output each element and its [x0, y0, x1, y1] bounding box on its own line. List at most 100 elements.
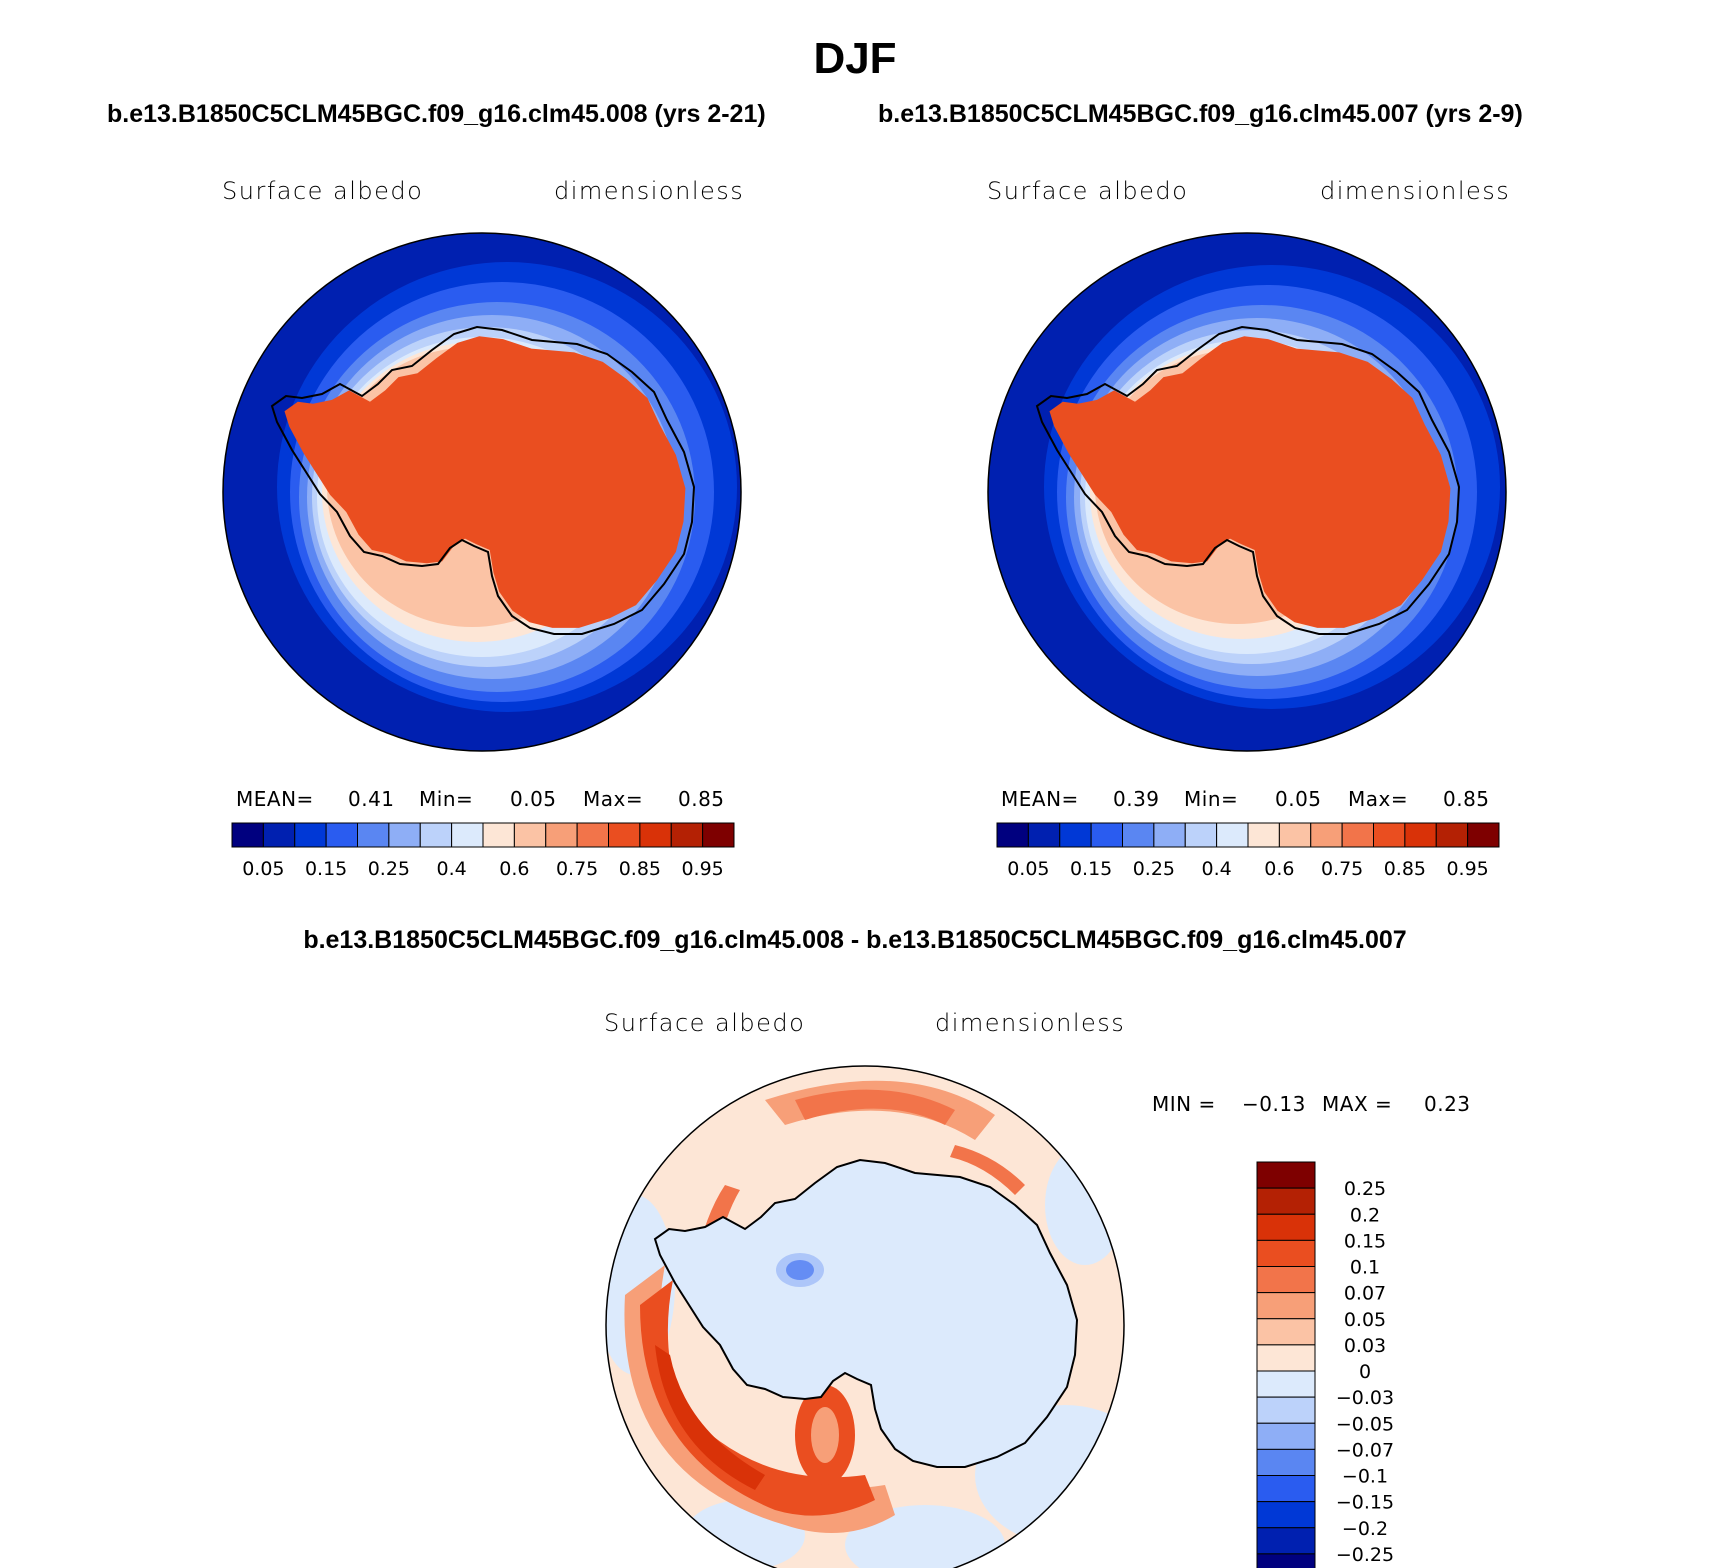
colorbar-tick-label: −0.05 — [1336, 1413, 1394, 1435]
diff-min-value: −0.13 — [1242, 1092, 1306, 1116]
colorbar-swatch — [1122, 822, 1155, 848]
colorbar-swatch — [1059, 822, 1092, 848]
colorbar-tick-label: 0.25 — [1344, 1178, 1386, 1200]
colorbar-swatch — [1256, 1239, 1316, 1267]
colorbar-tick-label: −0.03 — [1336, 1387, 1394, 1409]
left-mean-value: 0.41 — [348, 787, 395, 811]
colorbar-swatch — [231, 822, 264, 848]
colorbar-swatch — [576, 822, 609, 848]
colorbar-swatch — [1256, 1266, 1316, 1294]
right-max-value: 0.85 — [1443, 787, 1490, 811]
colorbar-tick-label: −0.07 — [1336, 1439, 1394, 1461]
left-max-value: 0.85 — [678, 787, 725, 811]
diff-map — [605, 1065, 1125, 1568]
left-mean-label: MEAN= — [236, 787, 314, 811]
colorbar-swatch — [1256, 1501, 1316, 1529]
diff-units-label: dimensionless — [935, 1009, 1126, 1037]
left-min-value: 0.05 — [510, 787, 557, 811]
colorbar-swatch — [1247, 822, 1280, 848]
colorbar-swatch — [419, 822, 453, 848]
colorbar-swatch — [482, 822, 515, 848]
right-map — [987, 232, 1507, 752]
right-min-value: 0.05 — [1275, 787, 1322, 811]
colorbar-swatch — [1467, 822, 1500, 848]
left-case-title: b.e13.B1850C5CLM45BGC.f09_g16.clm45.008 … — [107, 100, 766, 128]
colorbar-swatch — [1256, 1370, 1316, 1398]
colorbar-tick-label: 0.75 — [1321, 858, 1363, 880]
left-max-label: Max= — [583, 787, 644, 811]
colorbar-swatch — [1256, 1161, 1316, 1189]
colorbar-tick-label: 0.15 — [1344, 1230, 1386, 1252]
colorbar-swatch — [1341, 822, 1374, 848]
left-variable-label: Surface albedo — [222, 177, 424, 205]
colorbar-swatch — [1256, 1527, 1316, 1555]
colorbar-tick-label: 0.25 — [1133, 858, 1175, 880]
colorbar-swatch — [670, 822, 704, 848]
colorbar-swatch — [545, 822, 578, 848]
colorbar-swatch — [1256, 1344, 1316, 1372]
colorbar-swatch — [1256, 1187, 1316, 1215]
left-map — [222, 232, 742, 752]
colorbar-swatch — [513, 822, 547, 848]
colorbar-swatch — [1256, 1213, 1316, 1241]
diff-colorbar: 0.25 0.2 0.15 0.1 0.07 0.05 0.03 0 −0.03 −0.05 −0.… — [1256, 1161, 1394, 1568]
diff-min-label: MIN = — [1152, 1092, 1216, 1116]
right-min-label: Min= — [1184, 787, 1239, 811]
colorbar-tick-label: 0.2 — [1350, 1204, 1380, 1226]
colorbar-swatch — [357, 822, 390, 848]
left-colorbar: 0.05 0.15 0.25 0.4 0.6 0.75 0.85 0.95 — [231, 822, 735, 880]
colorbar-tick-label: 0.05 — [242, 858, 284, 880]
colorbar-swatch — [1256, 1475, 1316, 1503]
colorbar-swatch — [1435, 822, 1469, 848]
colorbar-tick-label: 0.6 — [1264, 858, 1294, 880]
colorbar-swatch — [1027, 822, 1061, 848]
colorbar-tick-label: 0.05 — [1007, 858, 1049, 880]
colorbar-swatch — [608, 822, 641, 848]
diff-max-value: 0.23 — [1424, 1092, 1471, 1116]
colorbar-swatch — [1216, 822, 1249, 848]
colorbar-tick-label: 0.95 — [681, 858, 723, 880]
colorbar-tick-label: 0.03 — [1344, 1335, 1386, 1357]
right-units-label: dimensionless — [1320, 177, 1511, 205]
right-variable-label: Surface albedo — [987, 177, 1189, 205]
colorbar-tick-label: −0.1 — [1342, 1466, 1388, 1488]
diff-case-title: b.e13.B1850C5CLM45BGC.f09_g16.clm45.008 … — [303, 926, 1407, 954]
colorbar-tick-label: 0.07 — [1344, 1283, 1386, 1305]
colorbar-swatch — [451, 822, 484, 848]
colorbar-swatch — [639, 822, 672, 848]
colorbar-swatch — [1256, 1396, 1316, 1424]
colorbar-swatch — [1256, 1422, 1316, 1450]
colorbar-swatch — [996, 822, 1029, 848]
colorbar-tick-label: 0 — [1359, 1361, 1371, 1383]
colorbar-swatch — [1310, 822, 1343, 848]
right-case-title: b.e13.B1850C5CLM45BGC.f09_g16.clm45.007 … — [878, 100, 1523, 128]
colorbar-tick-label: −0.25 — [1336, 1544, 1394, 1566]
colorbar-tick-label: −0.15 — [1336, 1492, 1394, 1514]
colorbar-swatch — [1256, 1448, 1316, 1476]
colorbar-tick-label: 0.1 — [1350, 1257, 1380, 1279]
colorbar-tick-label: 0.6 — [499, 858, 529, 880]
figure-title: DJF — [813, 34, 897, 83]
colorbar-tick-label: 0.85 — [1384, 858, 1426, 880]
diff-variable-label: Surface albedo — [604, 1009, 806, 1037]
colorbar-swatch — [262, 822, 296, 848]
diff-max-label: MAX = — [1322, 1092, 1393, 1116]
colorbar-tick-label: −0.2 — [1342, 1518, 1388, 1540]
colorbar-swatch — [1184, 822, 1218, 848]
left-units-label: dimensionless — [554, 177, 745, 205]
colorbar-tick-label: 0.4 — [437, 858, 467, 880]
colorbar-swatch — [388, 822, 421, 848]
colorbar-swatch — [1256, 1292, 1316, 1320]
colorbar-swatch — [1256, 1553, 1316, 1568]
colorbar-swatch — [294, 822, 327, 848]
colorbar-swatch — [1256, 1318, 1316, 1346]
colorbar-swatch — [1404, 822, 1437, 848]
colorbar-swatch — [1153, 822, 1186, 848]
right-mean-value: 0.39 — [1113, 787, 1160, 811]
right-mean-label: MEAN= — [1001, 787, 1079, 811]
colorbar-tick-label: 0.25 — [368, 858, 410, 880]
colorbar-swatch — [1090, 822, 1123, 848]
colorbar-swatch — [325, 822, 358, 848]
colorbar-swatch — [1373, 822, 1406, 848]
